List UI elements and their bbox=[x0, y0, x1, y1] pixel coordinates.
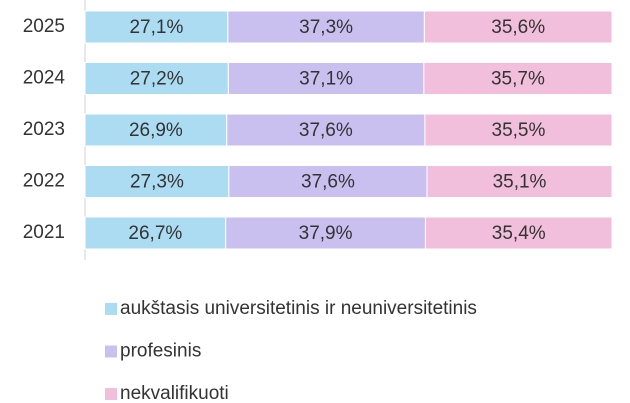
bar-segment bbox=[424, 216, 613, 250]
legend-label: profesinis bbox=[120, 341, 201, 362]
value-label: 35,4% bbox=[492, 223, 546, 244]
y-tick-label: 2025 bbox=[23, 16, 65, 37]
bar-segment bbox=[423, 62, 613, 95]
legend-swatch bbox=[105, 345, 117, 358]
bar-segment bbox=[424, 113, 613, 147]
legend-label: nekvalifikuoti bbox=[120, 383, 229, 403]
bar-segment bbox=[225, 216, 426, 250]
bar-segment bbox=[228, 165, 428, 198]
value-label: 27,2% bbox=[130, 69, 184, 90]
value-label: 35,6% bbox=[491, 17, 545, 38]
value-label: 26,7% bbox=[128, 223, 182, 244]
bar-segment bbox=[84, 216, 227, 250]
value-label: 37,6% bbox=[301, 172, 355, 193]
bar-segment bbox=[423, 10, 613, 44]
bar-segment bbox=[227, 10, 425, 44]
value-label: 35,7% bbox=[491, 69, 545, 90]
value-label: 35,1% bbox=[493, 172, 547, 193]
y-tick-label: 2023 bbox=[23, 119, 65, 140]
bar-segment bbox=[426, 165, 613, 198]
value-label: 26,9% bbox=[129, 120, 183, 141]
legend-label: aukštasis universitetinis ir neuniversit… bbox=[120, 298, 477, 319]
y-tick-label: 2021 bbox=[23, 222, 65, 243]
legend-swatch bbox=[105, 303, 117, 315]
value-label: 37,1% bbox=[299, 69, 353, 90]
value-label: 37,3% bbox=[299, 17, 353, 38]
value-label: 37,6% bbox=[299, 120, 353, 141]
y-tick-label: 2022 bbox=[23, 171, 65, 192]
legend-swatch bbox=[105, 388, 117, 400]
bar-segment bbox=[84, 165, 230, 198]
value-label: 37,9% bbox=[299, 223, 353, 244]
y-tick-label: 2024 bbox=[23, 68, 66, 89]
value-label: 27,3% bbox=[130, 172, 184, 193]
value-label: 35,5% bbox=[492, 120, 546, 141]
value-label: 27,1% bbox=[129, 17, 183, 38]
